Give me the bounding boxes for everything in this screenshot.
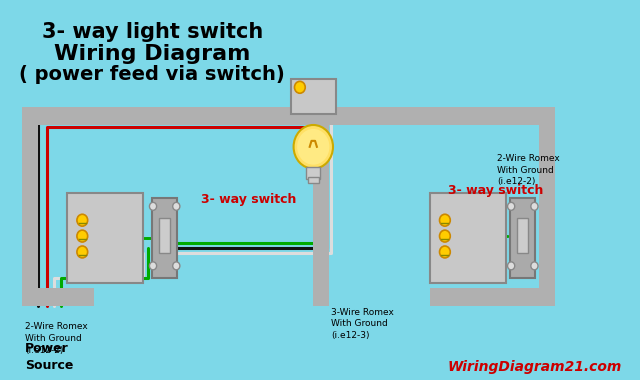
Circle shape xyxy=(440,246,451,258)
Text: ( power feed via switch): ( power feed via switch) xyxy=(19,65,285,84)
Text: 3- way switch: 3- way switch xyxy=(202,193,297,206)
Text: 3- way light switch: 3- way light switch xyxy=(42,22,263,42)
Bar xyxy=(429,288,555,306)
Text: 3- way switch: 3- way switch xyxy=(447,184,543,196)
Text: 3-Wire Romex
With Ground
(i.e12-3): 3-Wire Romex With Ground (i.e12-3) xyxy=(331,307,394,340)
Circle shape xyxy=(173,262,180,270)
Text: WiringDiagram21.com: WiringDiagram21.com xyxy=(447,360,622,374)
Circle shape xyxy=(77,246,88,258)
Text: 2-Wire Romex
With Ground
(i.e12-2): 2-Wire Romex With Ground (i.e12-2) xyxy=(497,154,559,186)
Bar xyxy=(314,107,555,125)
Bar xyxy=(22,109,38,306)
Circle shape xyxy=(440,214,451,226)
Bar xyxy=(22,107,326,125)
Text: 2-Wire Romex
With Ground
(i.e12-2): 2-Wire Romex With Ground (i.e12-2) xyxy=(25,322,88,355)
Bar xyxy=(308,177,319,182)
Circle shape xyxy=(508,262,515,270)
Bar xyxy=(314,107,330,306)
Bar xyxy=(429,193,506,283)
Bar xyxy=(152,198,177,278)
Bar xyxy=(22,288,94,306)
Bar xyxy=(517,218,528,253)
Circle shape xyxy=(508,203,515,210)
Circle shape xyxy=(294,125,333,169)
Circle shape xyxy=(77,214,88,226)
Circle shape xyxy=(294,81,305,93)
Circle shape xyxy=(297,129,330,165)
Circle shape xyxy=(440,230,451,242)
Bar xyxy=(306,167,321,179)
Bar xyxy=(291,79,335,114)
Circle shape xyxy=(173,203,180,210)
Bar xyxy=(539,107,555,306)
Bar xyxy=(67,193,143,283)
Circle shape xyxy=(531,203,538,210)
Bar xyxy=(510,198,535,278)
Circle shape xyxy=(77,230,88,242)
Bar xyxy=(159,218,170,253)
Text: Power
Source: Power Source xyxy=(25,342,74,372)
Circle shape xyxy=(149,262,157,270)
Text: Wiring Diagram: Wiring Diagram xyxy=(54,44,250,63)
Circle shape xyxy=(149,203,157,210)
Bar xyxy=(22,288,38,306)
Circle shape xyxy=(531,262,538,270)
